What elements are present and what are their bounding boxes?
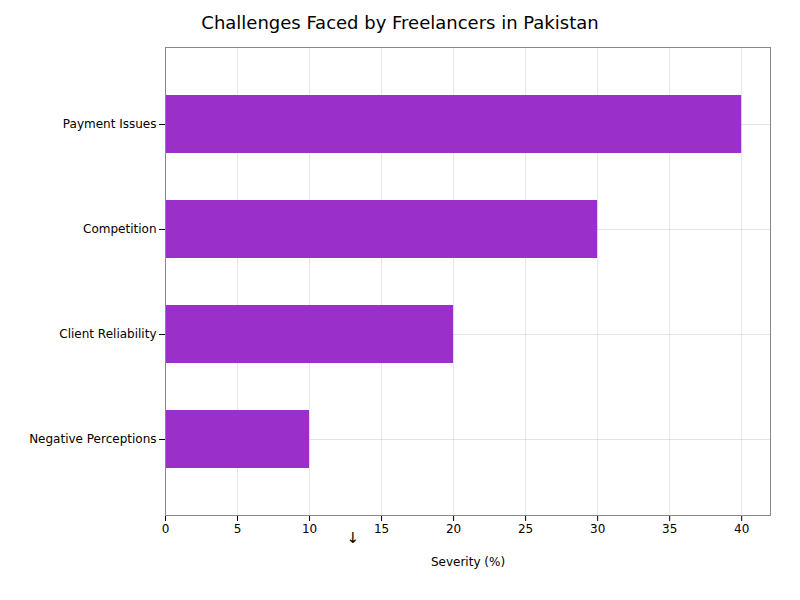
svg-text:35: 35 (662, 522, 677, 536)
svg-text:Severity (%): Severity (%) (431, 555, 505, 569)
svg-text:Client Reliability: Client Reliability (59, 327, 156, 341)
svg-text:20: 20 (446, 522, 461, 536)
svg-text:↓: ↓ (346, 529, 359, 547)
svg-text:40: 40 (734, 522, 749, 536)
svg-text:15: 15 (374, 522, 389, 536)
html-text:Challenges Faced by Freelancer: Challenges Faced by Freelancers in Pakis… (201, 12, 599, 33)
svg-text:25: 25 (518, 522, 533, 536)
svg-text:Competition: Competition (83, 222, 156, 236)
svg-text:5: 5 (234, 522, 242, 536)
svg-text:30: 30 (590, 522, 605, 536)
svg-text:0: 0 (162, 522, 170, 536)
svg-text:Payment Issues: Payment Issues (63, 117, 157, 131)
svg-text:10: 10 (302, 522, 317, 536)
svg-text:Negative Perceptions: Negative Perceptions (29, 432, 156, 446)
